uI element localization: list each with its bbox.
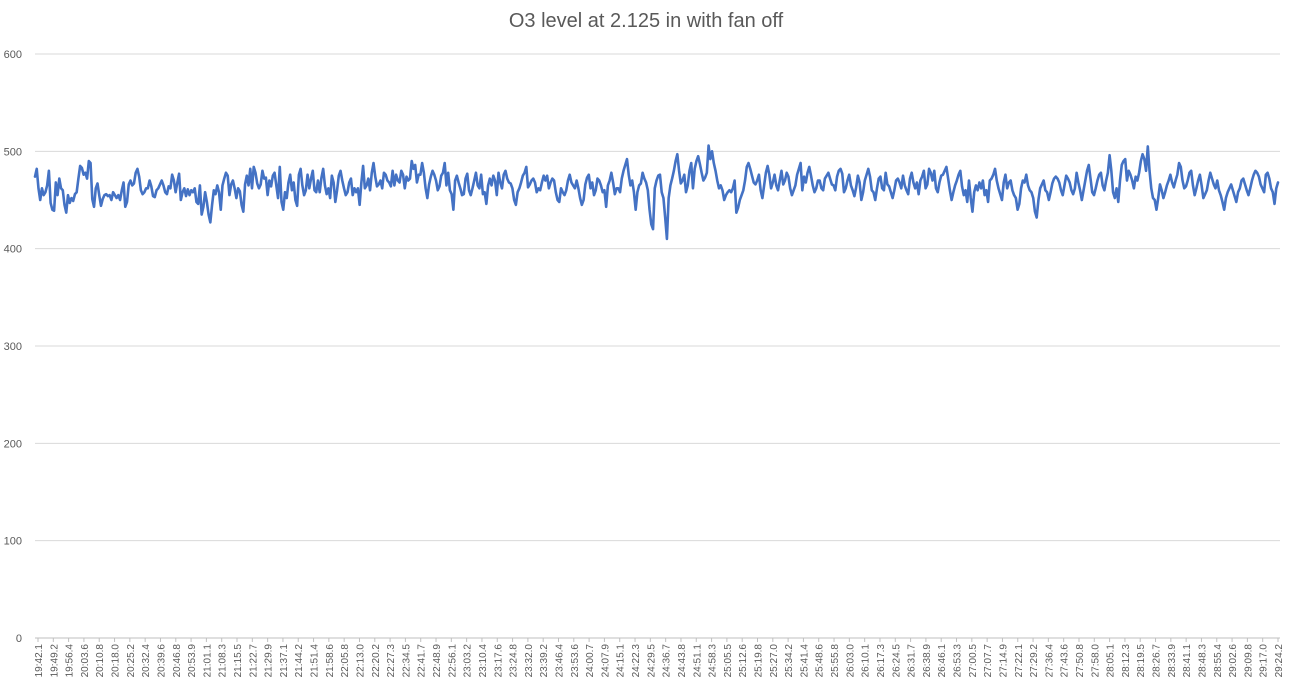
- x-tick-label: 19:42.1: [34, 644, 45, 678]
- x-tick-label: 23:46.4: [554, 644, 565, 678]
- x-tick-label: 28:33.9: [1167, 644, 1178, 678]
- x-tick-label: 24:07.9: [600, 644, 611, 678]
- x-tick-label: 20:10.8: [95, 644, 106, 678]
- x-tick-label: 29:02.6: [1228, 644, 1239, 678]
- x-tick-label: 22:05.8: [340, 644, 351, 678]
- x-tick-label: 20:46.8: [172, 644, 183, 678]
- x-tick-label: 22:56.1: [447, 644, 458, 678]
- x-tick-label: 22:34.5: [401, 644, 412, 678]
- x-tick-label: 22:20.2: [371, 644, 382, 678]
- x-tick-label: 29:24.2: [1274, 644, 1285, 678]
- x-tick-label: 20:18.0: [111, 644, 122, 678]
- y-tick-label: 600: [4, 49, 22, 61]
- gridlines: [35, 53, 1280, 639]
- x-tick-label: 24:15.1: [616, 644, 627, 678]
- x-tick-label: 23:17.6: [493, 644, 504, 678]
- series-layer: [33, 144, 1280, 241]
- x-tick-label: 26:31.7: [907, 644, 918, 678]
- y-tick-label: 400: [4, 244, 22, 256]
- x-tick-label: 24:51.1: [692, 644, 703, 678]
- x-tick-label: 23:53.6: [570, 644, 581, 678]
- x-tick-label: 20:39.6: [156, 644, 167, 678]
- y-tick-label: 100: [4, 536, 22, 548]
- x-tick-label: 26:17.3: [876, 644, 887, 678]
- x-tick-label: 21:44.2: [294, 644, 305, 678]
- x-tick-label: 20:03.6: [80, 644, 91, 678]
- x-tick-label: 26:03.0: [845, 644, 856, 678]
- x-tick-label: 29:09.8: [1243, 644, 1254, 678]
- x-tick-label: 20:25.2: [126, 644, 137, 678]
- x-tick-label: 28:05.1: [1106, 644, 1117, 678]
- chart-title: O3 level at 2.125 in with fan off: [508, 10, 784, 32]
- x-tick-label: 26:24.5: [891, 644, 902, 678]
- x-tick-label: 27:36.4: [1044, 644, 1055, 678]
- x-tick-label: 24:43.8: [677, 644, 688, 678]
- x-tick-label: 28:26.7: [1152, 644, 1163, 678]
- x-tick-label: 21:37.1: [279, 644, 290, 678]
- x-tick-label: 26:46.1: [937, 644, 948, 678]
- x-tick-label: 24:00.7: [585, 644, 596, 678]
- x-tick-label: 27:58.0: [1090, 644, 1101, 678]
- x-tick-label: 27:00.5: [968, 644, 979, 678]
- x-tick-label: 27:07.7: [983, 644, 994, 678]
- x-tick-label: 21:08.3: [218, 644, 229, 678]
- y-tick-label: 500: [4, 146, 22, 158]
- x-tick-label: 22:48.9: [432, 644, 443, 678]
- x-tick-label: 25:27.0: [769, 644, 780, 678]
- x-tick-label: 28:48.3: [1197, 644, 1208, 678]
- x-tick-label: 25:41.4: [799, 644, 810, 678]
- x-tick-label: 23:39.2: [539, 644, 550, 678]
- y-tick-label: 200: [4, 438, 22, 450]
- x-tick-label: 25:48.6: [815, 644, 826, 678]
- x-tick-label: 22:27.3: [386, 644, 397, 678]
- y-tick-label: 0: [16, 633, 22, 645]
- series-line-o3: [33, 144, 1280, 241]
- x-tick-label: 20:53.9: [187, 644, 198, 678]
- x-tick-label: 29:17.0: [1259, 644, 1270, 678]
- x-tick-label: 24:22.3: [631, 644, 642, 678]
- x-tick-label: 21:58.6: [325, 644, 336, 678]
- x-tick-label: 27:22.1: [1014, 644, 1025, 678]
- x-tick-label: 25:34.2: [784, 644, 795, 678]
- x-tick-label: 21:01.1: [202, 644, 213, 678]
- x-tick-label: 21:22.7: [248, 644, 259, 678]
- x-tick-label: 25:05.5: [723, 644, 734, 678]
- x-tick-label: 19:56.4: [65, 644, 76, 678]
- x-tick-label: 21:29.9: [264, 644, 275, 678]
- y-tick-label: 300: [4, 341, 22, 353]
- x-tick-label: 23:03.2: [463, 644, 474, 678]
- y-axis-ticks: 0 100 200 300 400 500 600: [4, 49, 22, 645]
- x-tick-label: 28:19.5: [1136, 644, 1147, 678]
- x-tick-label: 24:36.7: [662, 644, 673, 678]
- x-tick-label: 25:12.6: [738, 644, 749, 678]
- x-tick-label: 27:14.9: [998, 644, 1009, 678]
- x-tick-label: 21:15.5: [233, 644, 244, 678]
- x-tick-label: 20:32.4: [141, 644, 152, 678]
- x-tick-label: 27:43.6: [1060, 644, 1071, 678]
- x-tick-label: 28:12.3: [1121, 644, 1132, 678]
- x-tick-label: 25:19.8: [754, 644, 765, 678]
- x-tick-label: 26:53.3: [953, 644, 964, 678]
- x-tick-label: 24:29.5: [646, 644, 657, 678]
- x-tick-label: 25:55.8: [830, 644, 841, 678]
- x-tick-label: 22:13.0: [355, 644, 366, 678]
- x-tick-label: 27:50.8: [1075, 644, 1086, 678]
- x-tick-label: 21:51.4: [310, 644, 321, 678]
- x-tick-label: 24:58.3: [708, 644, 719, 678]
- x-tick-label: 23:24.8: [509, 644, 520, 678]
- x-tick-label: 28:55.4: [1213, 644, 1224, 678]
- x-axis-ticks: 19:42.1 19:49.2 19:56.4 20:03.6 20:10.8 20:18…: [34, 638, 1285, 677]
- x-tick-label: 23:32.0: [524, 644, 535, 678]
- x-tick-label: 22:41.7: [417, 644, 428, 678]
- x-tick-label: 23:10.4: [478, 644, 489, 678]
- x-tick-label: 27:29.2: [1029, 644, 1040, 678]
- x-tick-label: 26:38.9: [922, 644, 933, 678]
- x-tick-label: 26:10.1: [861, 644, 872, 678]
- x-tick-label: 28:41.1: [1182, 644, 1193, 678]
- x-tick-label: 19:49.2: [49, 644, 60, 678]
